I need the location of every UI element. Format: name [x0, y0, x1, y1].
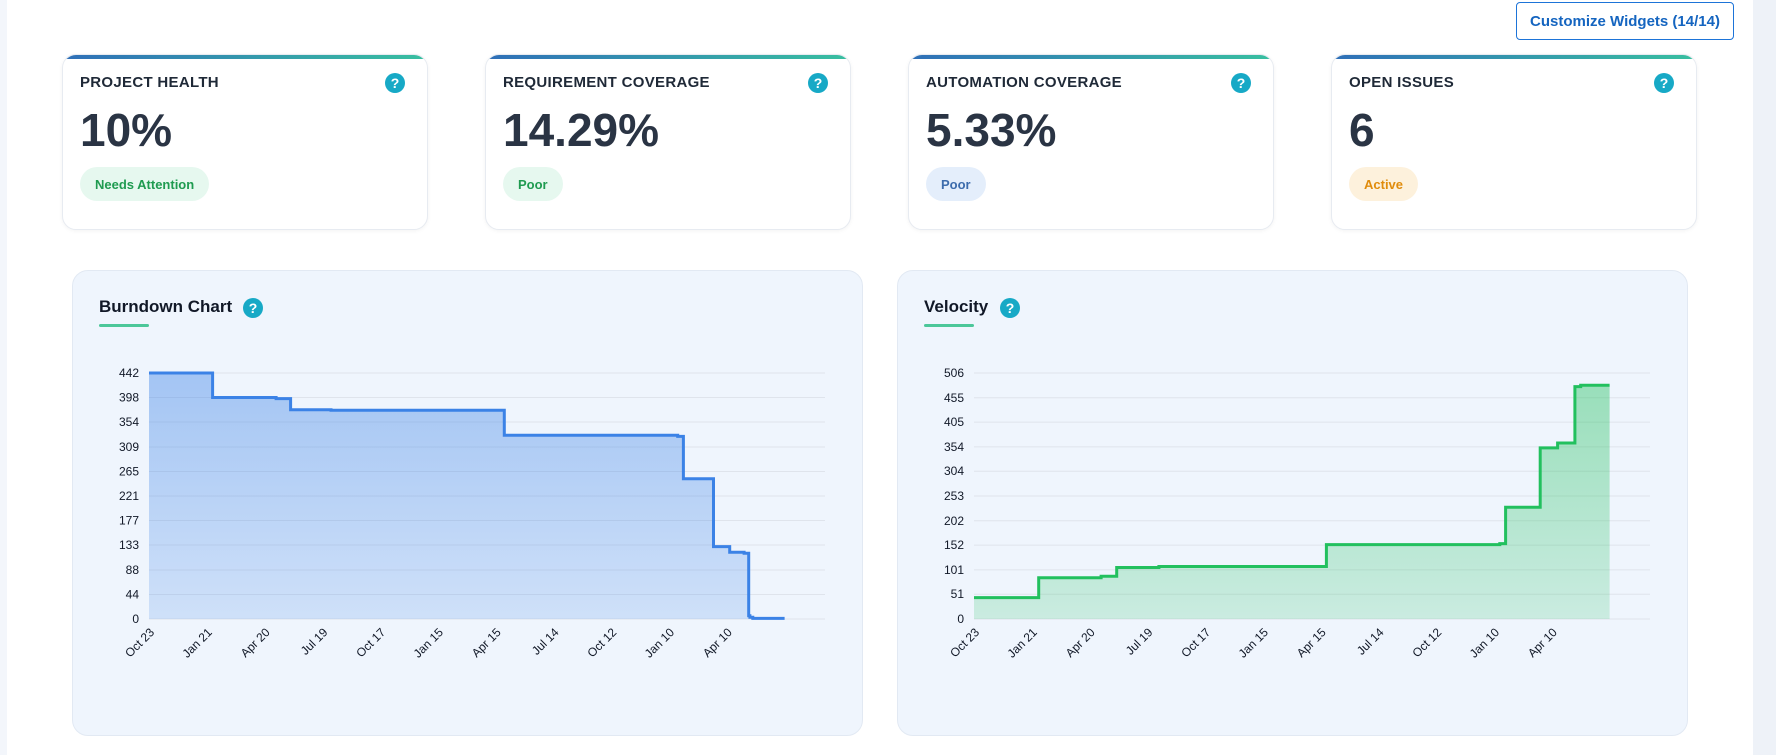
kpi-title: PROJECT HEALTH	[80, 74, 219, 91]
kpi-value: 5.33%	[926, 104, 1057, 156]
series-line	[149, 371, 785, 620]
help-icon[interactable]: ?	[1654, 73, 1674, 93]
x-tick-label: Apr 15	[1294, 625, 1329, 660]
y-tick-label: 0	[132, 612, 139, 626]
x-tick-label: Jan 21	[180, 625, 216, 661]
x-tick-label: Apr 20	[238, 625, 273, 660]
x-tick-label: Jan 21	[1005, 625, 1041, 661]
help-icon[interactable]: ?	[808, 73, 828, 93]
kpi-title: REQUIREMENT COVERAGE	[503, 74, 710, 91]
y-tick-label: 309	[119, 440, 139, 454]
y-tick-label: 304	[944, 464, 964, 478]
chart-title: Burndown Chart	[99, 297, 233, 316]
kpi-card-requirement-coverage: REQUIREMENT COVERAGE ? 14.29% Poor	[485, 54, 851, 230]
x-tick-label: Apr 15	[469, 625, 504, 660]
velocity-chart-card: Velocity ? 0 51 101 152 202 253 304 354 405 455 50…	[897, 270, 1688, 736]
help-icon[interactable]: ?	[243, 298, 263, 318]
help-icon[interactable]: ?	[1000, 298, 1020, 318]
y-tick-label: 442	[119, 366, 139, 380]
customize-widgets-button[interactable]: Customize Widgets (14/14)	[1516, 2, 1734, 40]
title-underline	[924, 324, 974, 327]
y-tick-label: 101	[944, 563, 964, 577]
y-tick-label: 88	[126, 563, 140, 577]
y-tick-label: 455	[944, 391, 964, 405]
y-tick-label: 152	[944, 538, 964, 552]
x-tick-label: Jan 10	[1467, 625, 1503, 661]
series-line	[974, 383, 1610, 600]
y-tick-label: 405	[944, 415, 964, 429]
card-accent-bar	[1332, 55, 1696, 59]
y-tick-label: 354	[944, 440, 964, 454]
y-tick-label: 253	[944, 489, 964, 503]
x-tick-label: Oct 17	[1178, 625, 1213, 660]
y-tick-label: 51	[951, 587, 965, 601]
status-badge: Active	[1349, 167, 1419, 201]
y-tick-label: 133	[119, 538, 139, 552]
kpi-card-open-issues: OPEN ISSUES ? 6 Active	[1331, 54, 1697, 230]
x-tick-label: Apr 10	[1525, 625, 1560, 660]
chart-title: Velocity	[924, 297, 989, 316]
y-tick-label: 177	[119, 513, 139, 527]
kpi-title: OPEN ISSUES	[1349, 74, 1454, 91]
kpi-title: AUTOMATION COVERAGE	[926, 74, 1122, 91]
x-tick-label: Jan 15	[411, 625, 447, 661]
status-badge: Poor	[926, 167, 986, 201]
dashboard-page: Customize Widgets (14/14) PROJECT HEALTH…	[7, 0, 1753, 755]
scroll-gutter	[1753, 0, 1776, 755]
x-tick-label: Jan 10	[642, 625, 678, 661]
x-tick-label: Oct 12	[584, 625, 619, 660]
status-badge: Needs Attention	[80, 167, 210, 201]
x-tick-label: Jul 19	[1123, 625, 1156, 658]
velocity-chart: 0 51 101 152 202 253 304 354 405 455 506 Oct 23 Jan …	[944, 366, 1650, 661]
y-tick-label: 0	[957, 612, 964, 626]
y-tick-label: 202	[944, 514, 964, 528]
x-tick-label: Apr 10	[700, 625, 735, 660]
x-tick-label: Jan 15	[1236, 625, 1272, 661]
x-tick-label: Apr 20	[1063, 625, 1098, 660]
y-tick-label: 354	[119, 415, 139, 429]
kpi-value: 6	[1349, 104, 1375, 156]
series-area	[974, 385, 1610, 619]
x-tick-label: Oct 23	[947, 625, 982, 660]
y-tick-label: 398	[119, 390, 139, 404]
x-tick-label: Oct 23	[122, 625, 157, 660]
kpi-card-project-health: PROJECT HEALTH ? 10% Needs Attention	[62, 54, 428, 230]
x-tick-label: Jul 19	[298, 625, 331, 658]
series-area	[149, 373, 785, 619]
y-tick-label: 221	[119, 489, 139, 503]
kpi-value: 14.29%	[503, 104, 660, 156]
help-icon[interactable]: ?	[385, 73, 405, 93]
x-tick-label: Jul 14	[1354, 625, 1387, 658]
burndown-chart-card: Burndown Chart ? 0 44 88 133 177 221 265 309 354…	[72, 270, 863, 736]
x-tick-label: Jul 14	[529, 625, 562, 658]
status-badge: Poor	[503, 167, 563, 201]
card-accent-bar	[63, 55, 427, 59]
burndown-chart: 0 44 88 133 177 221 265 309 354 398 442 Oct 23 Jan 2…	[119, 366, 825, 661]
x-tick-label: Oct 17	[353, 625, 388, 660]
kpi-card-automation-coverage: AUTOMATION COVERAGE ? 5.33% Poor	[908, 54, 1274, 230]
help-icon[interactable]: ?	[1231, 73, 1251, 93]
y-tick-label: 506	[944, 366, 964, 380]
kpi-value: 10%	[80, 104, 173, 156]
title-underline	[99, 324, 149, 327]
card-accent-bar	[486, 55, 850, 59]
y-tick-label: 44	[126, 588, 140, 602]
x-tick-label: Oct 12	[1409, 625, 1444, 660]
y-tick-label: 265	[119, 465, 139, 479]
card-accent-bar	[909, 55, 1273, 59]
